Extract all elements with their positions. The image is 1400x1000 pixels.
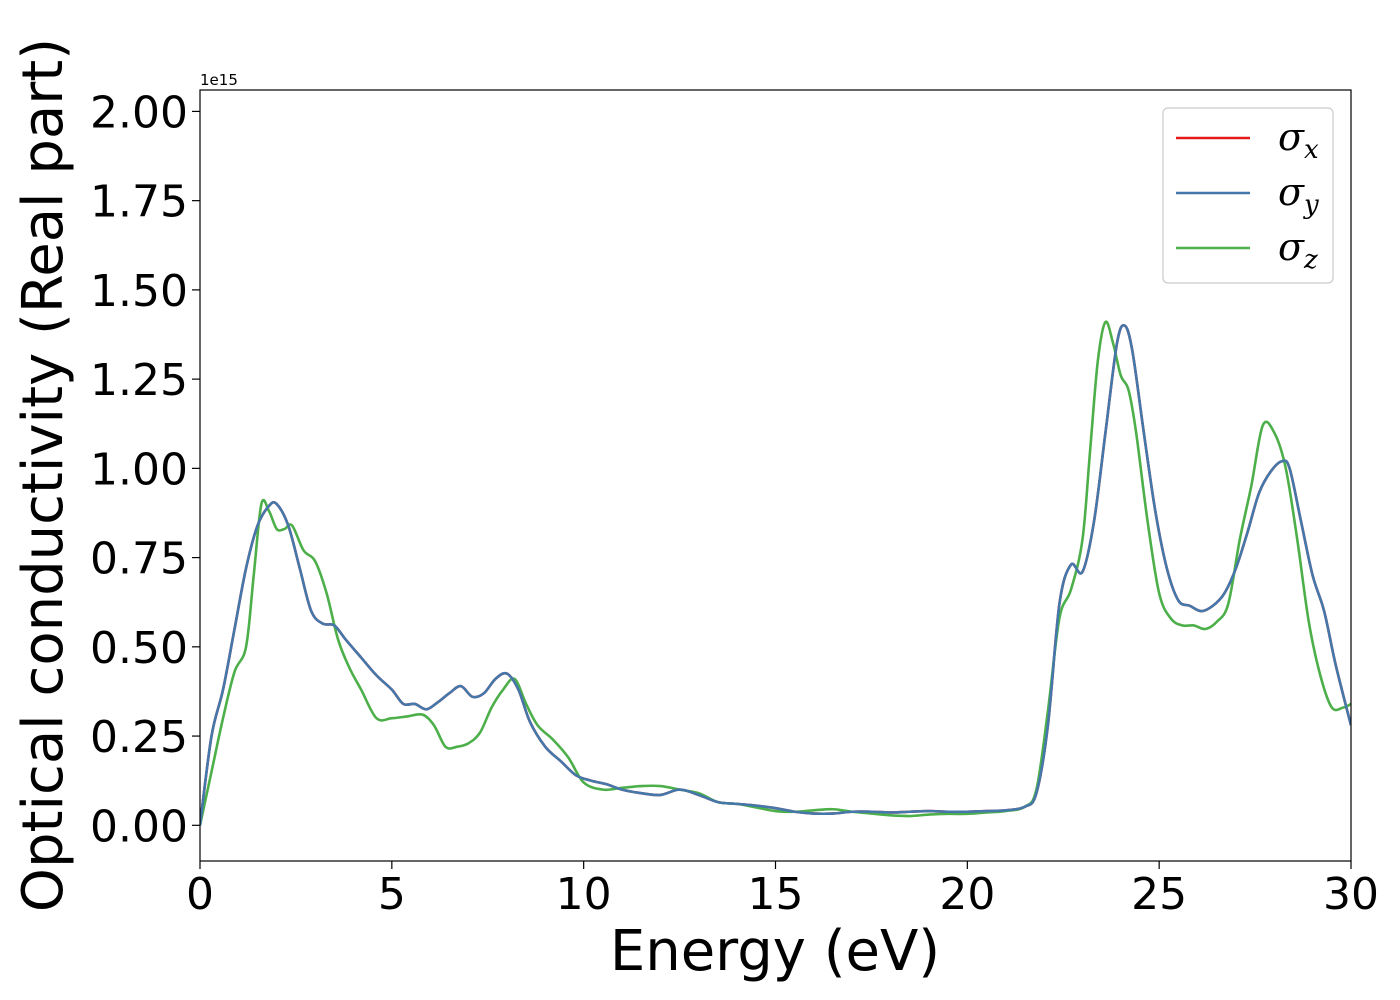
x-tick-label: 25 bbox=[1131, 869, 1187, 920]
legend-label-x: σx bbox=[1278, 115, 1319, 165]
y-offset-label: 1e15 bbox=[200, 71, 238, 89]
x-tick-label: 15 bbox=[748, 869, 804, 920]
x-tick-label: 5 bbox=[378, 869, 406, 920]
legend-sigma: σ bbox=[1278, 115, 1305, 159]
y-axis: 0.00 0.25 0.50 0.75 1.00 1.25 1.50 1.75 2.00 bbox=[90, 87, 200, 852]
legend-box bbox=[1162, 107, 1334, 284]
x-tick-label: 10 bbox=[556, 869, 612, 920]
legend-subscript: x bbox=[1304, 135, 1319, 165]
series-layer bbox=[200, 320, 1351, 826]
y-tick-label: 0.50 bbox=[90, 623, 188, 674]
legend-subscript: z bbox=[1303, 245, 1318, 275]
x-tick-label: 0 bbox=[186, 869, 214, 920]
x-tick-label: 30 bbox=[1323, 869, 1379, 920]
y-tick-label: 1.50 bbox=[90, 266, 188, 317]
y-tick-label: 1.25 bbox=[90, 355, 188, 406]
legend-label-y: σy bbox=[1278, 170, 1319, 220]
x-tick-label: 20 bbox=[939, 869, 995, 920]
y-tick-label: 0.25 bbox=[90, 712, 188, 763]
legend-sigma: σ bbox=[1278, 170, 1305, 214]
y-tick-label: 1.75 bbox=[90, 177, 188, 228]
y-tick-label: 1.00 bbox=[90, 444, 188, 495]
y-tick-label: 0.75 bbox=[90, 534, 188, 585]
x-axis-title: Energy (eV) bbox=[610, 919, 940, 984]
legend-label-z: σz bbox=[1278, 225, 1318, 275]
legend-subscript: y bbox=[1303, 190, 1319, 220]
y-tick-label: 2.00 bbox=[90, 87, 188, 138]
series-line-y bbox=[200, 323, 1351, 826]
y-axis-title: Optical conductivity (Real part) bbox=[11, 38, 76, 912]
legend-sigma: σ bbox=[1278, 225, 1305, 269]
x-axis: 0 5 10 15 20 25 30 bbox=[186, 861, 1379, 920]
y-tick-label: 0.00 bbox=[90, 801, 188, 852]
